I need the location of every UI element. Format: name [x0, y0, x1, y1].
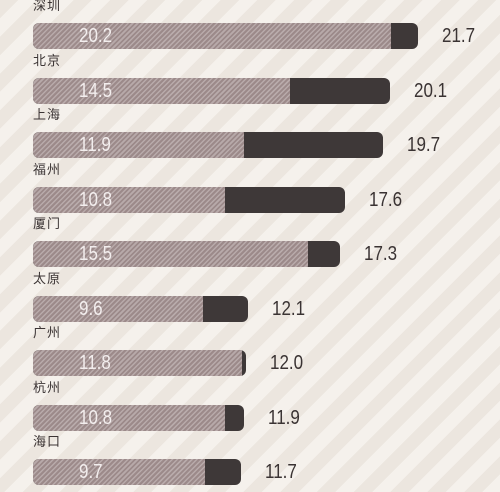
outer-value-label: 20.1: [414, 79, 448, 102]
bar-inner: [33, 132, 244, 158]
bar-inner: [33, 295, 203, 322]
bar-outer: 9.6: [33, 295, 248, 322]
bar-inner: [33, 23, 391, 49]
outer-value-label: 11.7: [265, 461, 297, 483]
bar-outer: 20.2: [33, 23, 418, 49]
bar-inner: [33, 404, 225, 431]
bar-outer: 11.8: [33, 350, 246, 376]
bar-outer: 10.8: [33, 404, 244, 431]
bar-outer: 9.7: [33, 459, 241, 485]
category-label: 广州: [33, 326, 62, 341]
bar-inner: [33, 186, 225, 213]
bar-inner: [33, 459, 205, 485]
bar-outer: 14.5: [33, 77, 390, 104]
outer-value-label: 17.3: [364, 243, 398, 265]
category-label: 海口: [33, 435, 62, 450]
category-label: 福州: [33, 162, 62, 178]
bar-outer: 11.9: [33, 132, 383, 158]
category-label: 深圳: [33, 0, 62, 14]
inner-value-label: 20.2: [79, 25, 113, 47]
inner-value-label: 11.8: [79, 352, 111, 374]
inner-value-label: 10.8: [79, 406, 113, 429]
category-label: 太原: [33, 271, 62, 287]
outer-value-label: 21.7: [442, 25, 476, 47]
category-label: 北京: [33, 53, 62, 69]
inner-value-label: 14.5: [79, 79, 113, 102]
bar-outer: 10.8: [33, 186, 345, 213]
inner-value-label: 9.7: [79, 461, 103, 483]
bar-inner: [33, 77, 290, 104]
inner-value-label: 10.8: [79, 188, 113, 211]
outer-value-label: 12.0: [270, 352, 304, 374]
outer-value-label: 12.1: [272, 297, 306, 320]
category-label: 上海: [33, 108, 62, 123]
outer-value-label: 17.6: [369, 188, 403, 211]
category-label: 厦门: [33, 217, 62, 232]
outer-value-label: 19.7: [407, 134, 441, 156]
outer-value-label: 11.9: [268, 406, 300, 429]
category-label: 杭州: [33, 380, 62, 396]
bar-inner: [33, 241, 308, 267]
inner-value-label: 9.6: [79, 297, 103, 320]
bar-inner: [33, 350, 242, 376]
bar-outer: 15.5: [33, 241, 340, 267]
inner-value-label: 11.9: [79, 134, 111, 156]
inner-value-label: 15.5: [79, 243, 113, 265]
